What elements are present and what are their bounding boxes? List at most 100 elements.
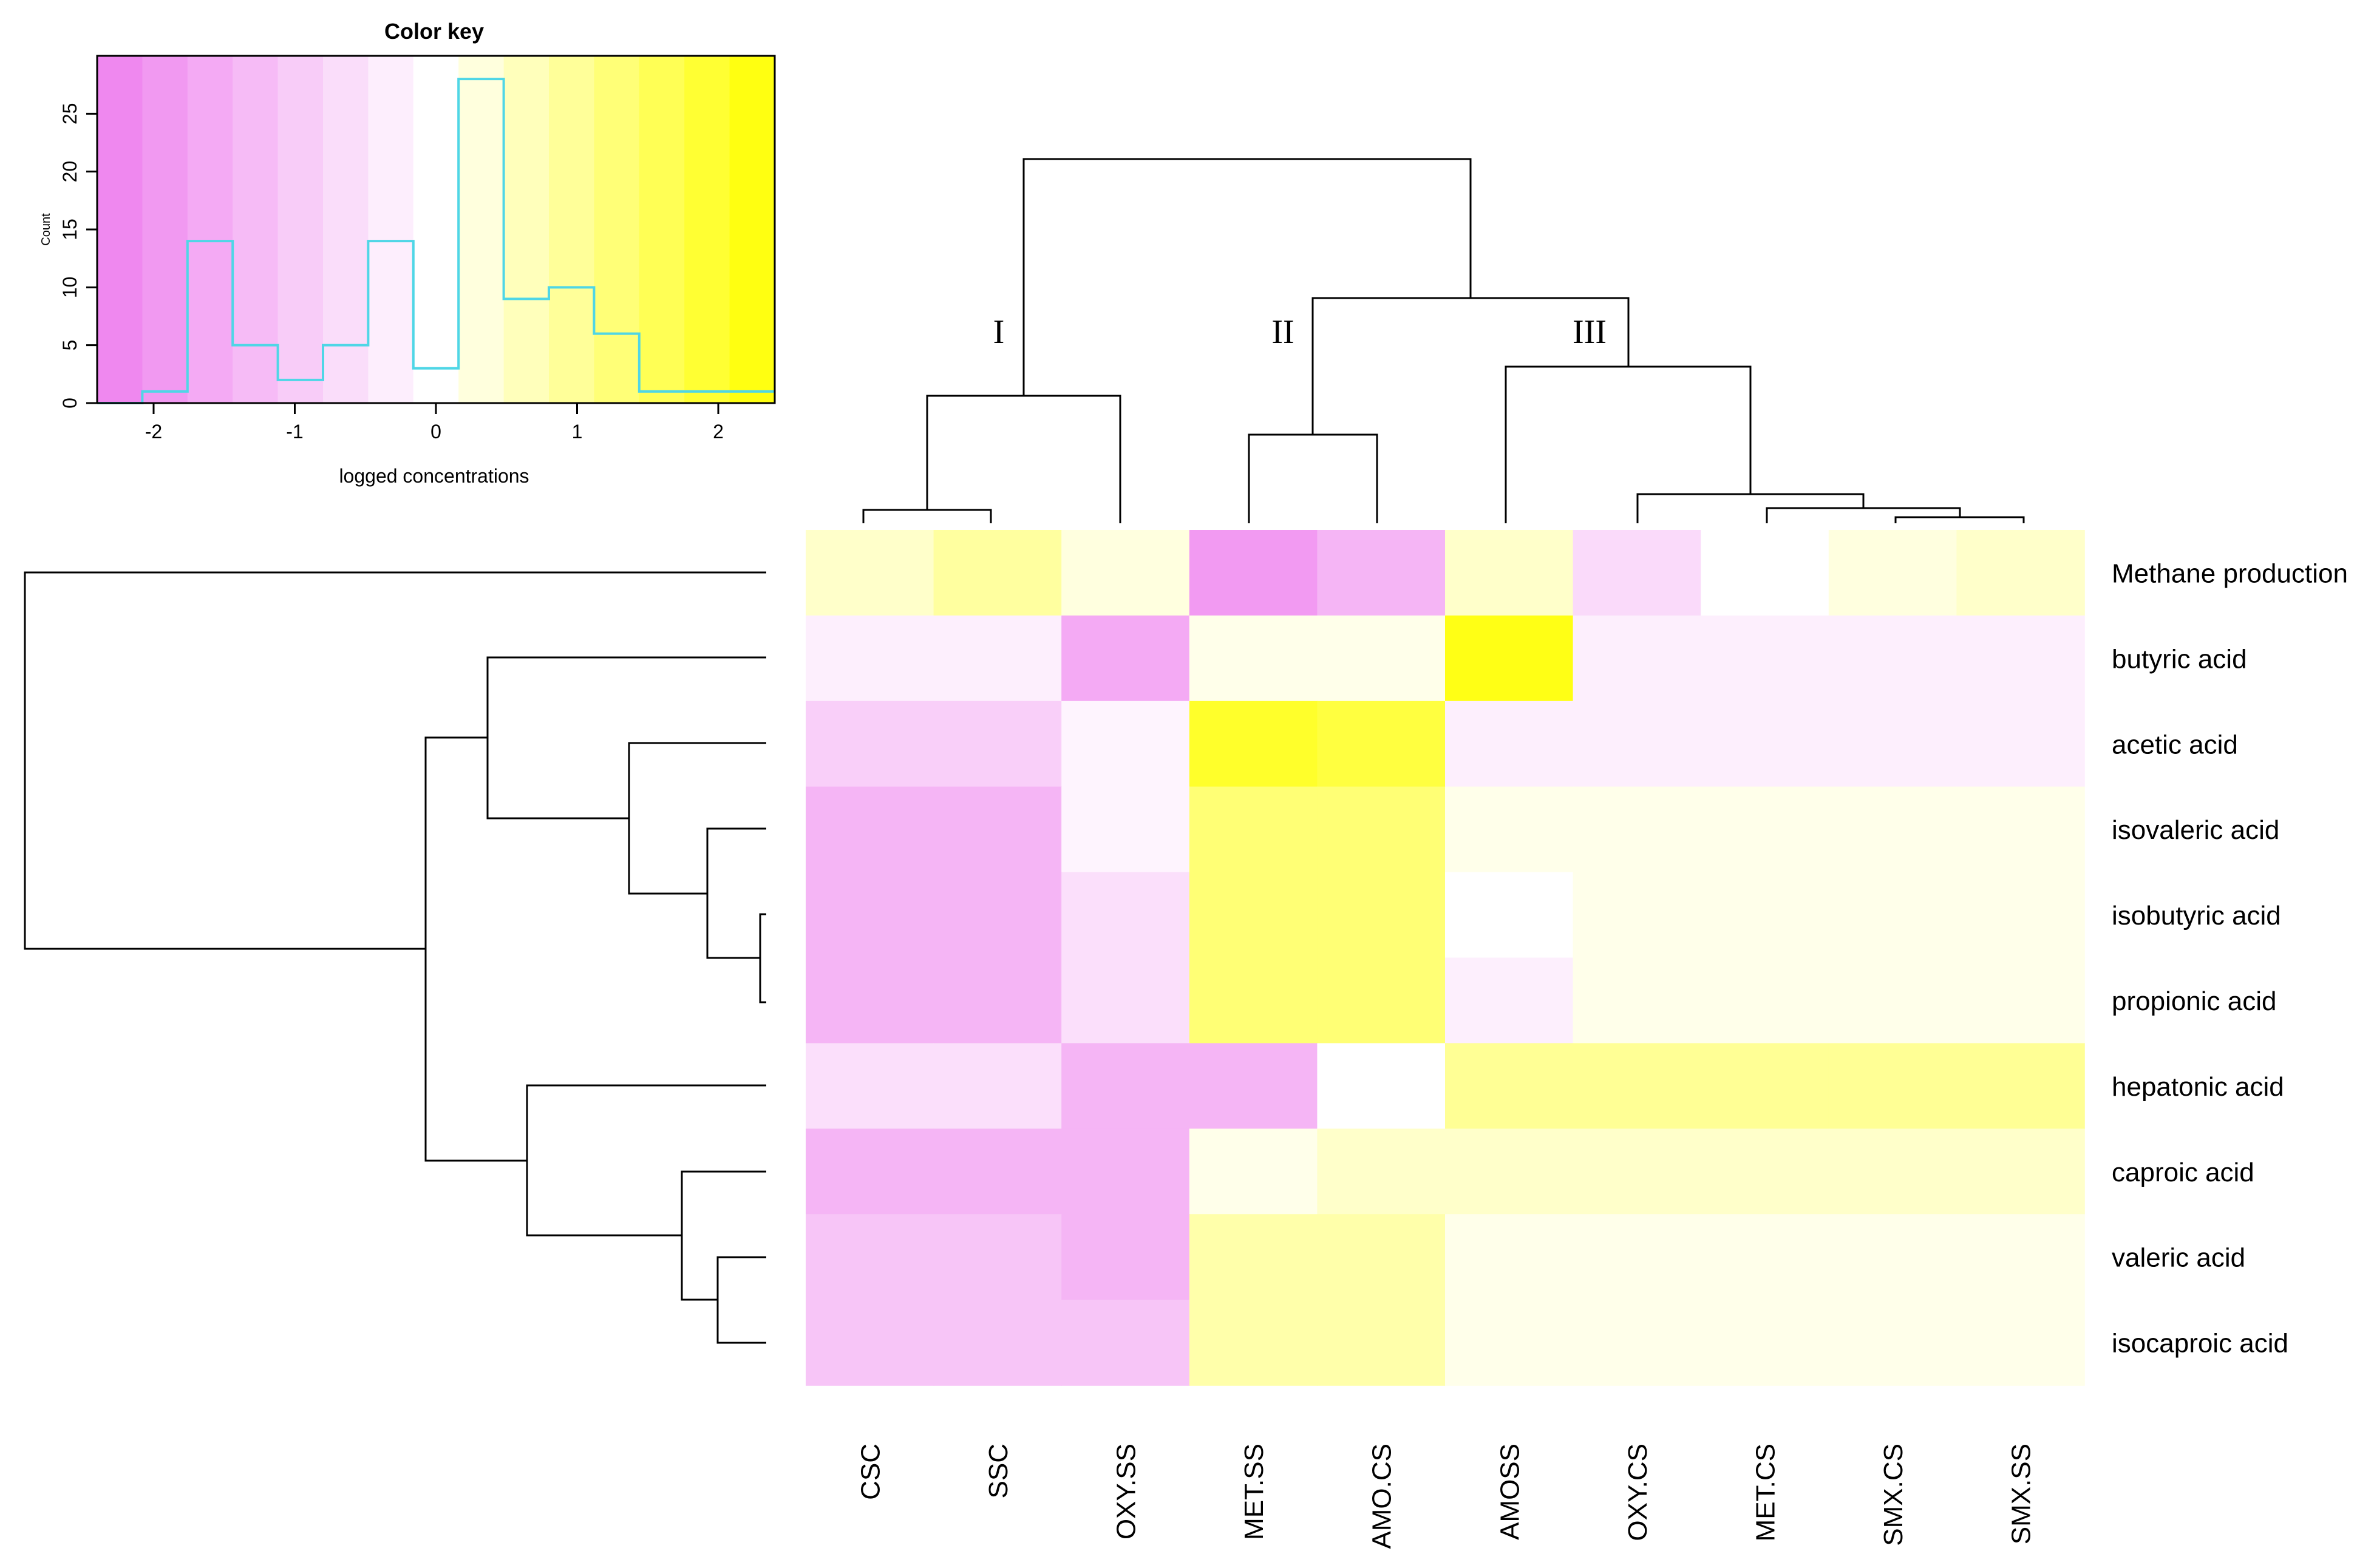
heatmap-cell — [1445, 1214, 1574, 1300]
column-label: SMX.SS — [2007, 1444, 2036, 1544]
heatmap-cell — [1956, 701, 2085, 787]
heatmap-cell — [1828, 957, 1957, 1044]
heatmap-cell — [1189, 615, 1318, 702]
color-key: Color key -2 -1 0 1 2 0 5 10 15 20 25 logged conc… — [39, 19, 776, 487]
cluster-label-ii: II — [1271, 313, 1294, 351]
heatmap-cell — [806, 957, 934, 1044]
heatmap-cell — [1828, 701, 1957, 787]
heatmap-cell — [1701, 615, 1829, 702]
heatmap-cell — [806, 786, 934, 873]
column-label: AMOSS — [1495, 1444, 1525, 1540]
color-key-y-tick-label: 0 — [59, 398, 81, 409]
heatmap-cell — [1061, 615, 1190, 702]
color-key-histogram — [97, 78, 775, 404]
row-dendro-merge-hepatonic — [526, 1084, 766, 1237]
heatmap-cell — [1956, 1128, 2085, 1215]
heatmap-cell — [1956, 1043, 2085, 1130]
heatmap-cell — [1061, 872, 1190, 959]
heatmap-cell — [933, 530, 1062, 616]
row-dendro-merge-acetic — [628, 742, 766, 895]
heatmap-cell — [1189, 1214, 1318, 1300]
heatmap-cell — [1317, 615, 1446, 702]
row-dendro-merge-isobutyric-propionic — [759, 913, 766, 1003]
row-label: Methane production — [2112, 558, 2348, 588]
color-key-x-tick-label: -1 — [286, 421, 303, 443]
color-key-band — [187, 56, 233, 403]
heatmap-cell — [1828, 1043, 1957, 1130]
heatmap-cell — [1445, 1300, 1574, 1386]
column-label: CSC — [855, 1444, 885, 1500]
heatmap-cell — [1445, 786, 1574, 873]
row-label: butyric acid — [2112, 644, 2247, 674]
heatmap-cell — [1061, 1300, 1190, 1386]
heatmap-cell — [1061, 786, 1190, 873]
color-key-x-tick-label: 1 — [572, 421, 583, 443]
heatmap-cell — [1701, 701, 1829, 787]
column-dendrogram — [862, 158, 2025, 523]
color-key-x-tick-label: 2 — [713, 421, 724, 443]
heatmap-cell — [1701, 957, 1829, 1044]
color-key-band — [413, 56, 459, 403]
heatmap-cell — [1701, 786, 1829, 873]
row-label: propionic acid — [2112, 986, 2277, 1016]
heatmap-cell — [1445, 530, 1574, 616]
row-dendro-merge-valeric-isocaproic — [716, 1256, 766, 1344]
heatmap-cell — [806, 1128, 934, 1215]
color-key-band — [97, 56, 143, 403]
heatmap-cell — [1573, 957, 1701, 1044]
heatmap-cell — [1956, 615, 2085, 702]
heatmap-cell — [1573, 701, 1701, 787]
heatmap-cell — [1701, 872, 1829, 959]
heatmap-cell — [806, 615, 934, 702]
color-key-band — [368, 56, 414, 403]
heatmap-cell — [1701, 1043, 1829, 1130]
color-key-band — [594, 56, 640, 403]
heatmap-cell — [1189, 1300, 1318, 1386]
heatmap-cell — [1317, 1043, 1446, 1130]
heatmap-cell — [1061, 1043, 1190, 1130]
heatmap-cell — [1956, 786, 2085, 873]
color-key-band — [323, 56, 369, 403]
heatmap-cell — [1189, 530, 1318, 616]
row-label: caproic acid — [2112, 1158, 2254, 1187]
heatmap-cell — [1573, 872, 1701, 959]
heatmap-cell — [1956, 872, 2085, 959]
heatmap-cell — [1189, 701, 1318, 787]
heatmap-cell — [1061, 1214, 1190, 1300]
heatmap-cell — [933, 701, 1062, 787]
row-dendro-merge-caproic — [681, 1170, 766, 1301]
column-label: MET.CS — [1751, 1444, 1781, 1541]
heatmap-cell — [933, 1128, 1062, 1215]
heatmap-cell — [933, 957, 1062, 1044]
heatmap-cell — [806, 872, 934, 959]
heatmap-cell — [1445, 701, 1574, 787]
color-key-title: Color key — [384, 19, 484, 44]
heatmap-cell — [1573, 1043, 1701, 1130]
heatmap-cell — [806, 1043, 934, 1130]
heatmap-cell — [1828, 786, 1957, 873]
heatmap-cell — [1189, 957, 1318, 1044]
cluster-labels: I II III — [993, 313, 1607, 351]
color-key-band — [729, 56, 775, 403]
color-key-band — [233, 56, 279, 403]
color-key-band — [458, 56, 505, 403]
heatmap-cell — [1573, 1128, 1701, 1215]
column-label: OXY.CS — [1623, 1444, 1653, 1541]
heatmap-cell — [1573, 786, 1701, 873]
row-label: isovaleric acid — [2112, 815, 2279, 845]
row-label: isobutyric acid — [2112, 901, 2281, 931]
heatmap-cell — [1445, 1043, 1574, 1130]
heatmap-cell — [1828, 1300, 1957, 1386]
heatmap-cell — [1189, 872, 1318, 959]
heatmap-cell — [806, 1214, 934, 1300]
heatmap-cell — [1956, 957, 2085, 1044]
row-label: isocaproic acid — [2112, 1329, 2288, 1359]
color-key-band — [684, 56, 730, 403]
heatmap-cell — [933, 1214, 1062, 1300]
heatmap-cell — [1701, 1214, 1829, 1300]
row-dendro-merge-isovaleric — [706, 827, 766, 959]
color-key-y-tick-label: 5 — [59, 340, 81, 351]
heatmap-cell — [1573, 1300, 1701, 1386]
color-key-histogram-line — [97, 78, 775, 404]
